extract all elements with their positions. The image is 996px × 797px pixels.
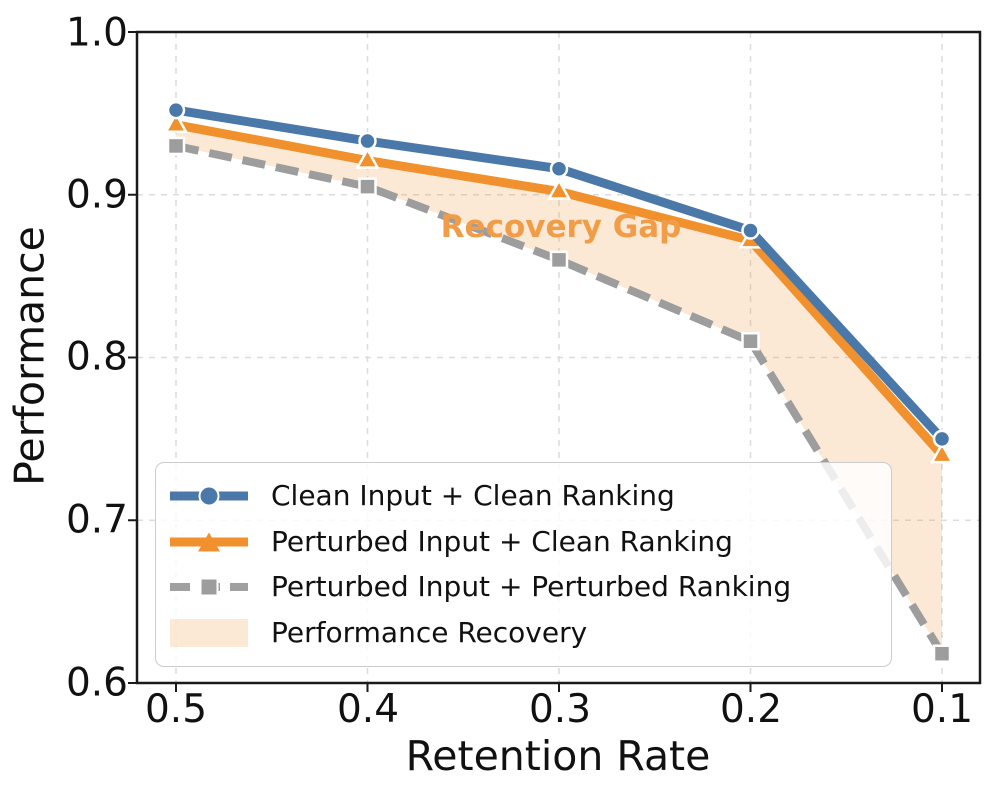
x-tick-label: 0.4 xyxy=(336,687,400,732)
y-tick-label: 0.9 xyxy=(65,172,128,218)
x-tick-label: 0.2 xyxy=(719,687,783,732)
x-tick-label: 0.5 xyxy=(144,687,208,732)
square-marker-icon xyxy=(199,577,219,597)
data-point-circle xyxy=(932,429,952,449)
performance-recovery-fill xyxy=(176,124,942,654)
y-axis-title: Performance xyxy=(5,226,54,486)
recovery-gap-annotation: Recovery Gap xyxy=(440,209,682,245)
legend-swatch-fill-patch xyxy=(170,619,248,648)
data-point-circle xyxy=(741,221,760,240)
legend-item-clean-clean: Clean Input + Clean Ranking xyxy=(170,474,877,518)
data-point-triangle xyxy=(163,111,189,134)
data-point-square xyxy=(549,250,569,270)
legend-item-perturbed-clean: Perturbed Input + Clean Ranking xyxy=(170,520,877,564)
data-point-triangle xyxy=(929,441,955,464)
data-point-square xyxy=(166,136,186,156)
legend: Clean Input + Clean Ranking Perturbed In… xyxy=(155,462,892,667)
data-point-circle xyxy=(166,100,186,120)
x-tick-label: 0.3 xyxy=(528,687,592,732)
triangle-marker-icon xyxy=(198,532,220,552)
data-point-square xyxy=(741,331,760,351)
circle-marker-icon xyxy=(198,485,220,507)
series-line-perturbed-input-perturbed-ranking xyxy=(175,142,946,656)
y-tick-label: 0.7 xyxy=(65,497,128,543)
legend-swatch-orange-line xyxy=(170,528,248,556)
data-point-circle xyxy=(358,131,377,151)
legend-item-performance-recovery: Performance Recovery xyxy=(170,611,877,655)
y-tick-label: 0.6 xyxy=(65,660,128,706)
legend-label: Clean Input + Clean Ranking xyxy=(271,478,675,512)
legend-label: Perturbed Input + Perturbed Ranking xyxy=(271,570,792,604)
y-tick-label: 1.0 xyxy=(65,10,128,56)
data-point-circle xyxy=(549,159,569,178)
data-point-square xyxy=(932,644,952,663)
x-axis-title: Retention Rate xyxy=(405,732,711,780)
axes-spines xyxy=(135,30,982,685)
data-point-triangle xyxy=(546,177,572,200)
legend-label: Perturbed Input + Clean Ranking xyxy=(271,524,733,558)
x-tick-label: 0.1 xyxy=(910,687,974,732)
legend-item-perturbed-perturbed: Perturbed Input + Perturbed Ranking xyxy=(170,565,877,609)
legend-swatch-blue-line xyxy=(170,482,248,510)
legend-label: Performance Recovery xyxy=(271,616,588,650)
data-point-triangle xyxy=(355,146,380,169)
y-tick-label: 0.8 xyxy=(65,334,128,380)
legend-swatch-gray-dashed-line xyxy=(170,573,248,601)
data-point-square xyxy=(358,177,377,196)
